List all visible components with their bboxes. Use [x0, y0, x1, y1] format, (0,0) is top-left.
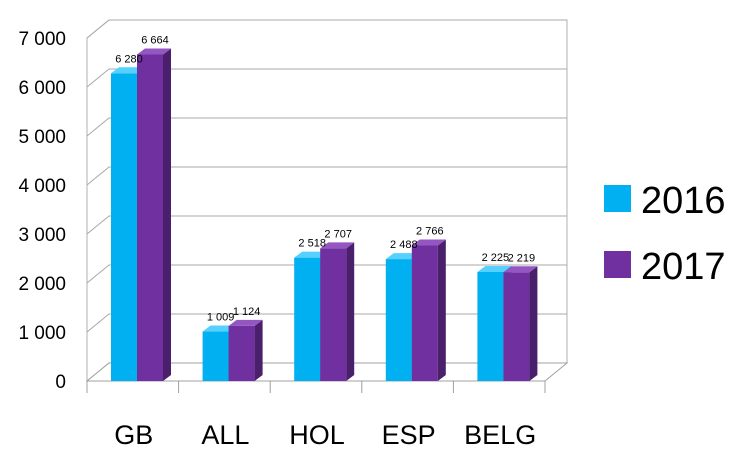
bar-top-2016-HOL — [294, 251, 329, 258]
bar-2016-GB — [111, 73, 137, 381]
bar-top-2017-ALL — [228, 319, 263, 326]
x-tick-label-ESP: ESP — [382, 420, 436, 450]
x-tick-label-BELG: BELG — [464, 420, 536, 450]
bar-top-2016-BELG — [477, 265, 512, 272]
gridline — [86, 166, 567, 186]
data-label-2016-ALL: 1 009 — [207, 312, 235, 324]
data-label-2016-ESP: 2 488 — [390, 239, 418, 251]
bar-2016-ALL — [202, 331, 229, 381]
bar-2016-HOL — [294, 257, 321, 381]
y-tick-label: 6 000 — [18, 78, 66, 99]
bar-top-2016-ESP — [385, 253, 420, 260]
data-label-2017-ALL: 1 124 — [233, 306, 261, 318]
bar-2017-GB — [137, 54, 163, 382]
y-axis: 0 1 000 2 000 3 000 4 000 5 000 6 000 7 000 — [18, 29, 66, 393]
bar-top-2016-ALL — [202, 325, 237, 332]
gridline — [86, 117, 567, 137]
x-axis: GB ALL HOL ESP BELG — [86, 381, 546, 450]
y-tick-label: 1 000 — [18, 323, 66, 344]
gridline — [86, 215, 567, 235]
bar-top-2017-HOL — [320, 242, 355, 249]
bars — [111, 48, 538, 382]
legend-swatch-2017 — [604, 251, 631, 278]
y-tick-label: 3 000 — [18, 225, 66, 246]
data-label-2016-BELG: 2 225 — [482, 252, 510, 264]
bar-2017-ALL — [228, 325, 255, 381]
data-label-2017-GB: 6 664 — [141, 34, 169, 46]
bar-2017-HOL — [320, 248, 347, 381]
bar-2017-ESP — [411, 245, 438, 381]
data-label-2017-ESP: 2 766 — [416, 225, 444, 237]
y-tick-label: 2 000 — [18, 274, 66, 295]
bar-top-2017-GB — [137, 48, 171, 55]
y-tick-label: 4 000 — [18, 176, 66, 197]
data-label-2016-GB: 6 280 — [115, 53, 143, 65]
bar-side-2017-ALL — [254, 319, 263, 381]
legend-label-2017: 2017 — [641, 246, 726, 288]
x-tick-label-HOL: HOL — [289, 420, 345, 450]
bar-side-2017-HOL — [346, 242, 355, 381]
legend-label-2016: 2016 — [641, 180, 726, 222]
bar-top-2017-BELG — [503, 266, 538, 273]
bar-side-2017-ESP — [437, 239, 446, 381]
bar-top-2016-GB — [111, 67, 145, 74]
bar-2016-ESP — [385, 259, 412, 381]
legend: 2016 2017 — [604, 180, 726, 288]
y-tick-label: 0 — [55, 372, 66, 393]
bar-top-2017-ESP — [411, 239, 446, 246]
y-tick-label: 5 000 — [18, 127, 66, 148]
y-tick-label: 7 000 — [18, 29, 66, 50]
legend-swatch-2016 — [604, 185, 631, 212]
bar-side-2017-GB — [163, 48, 171, 382]
bar-2017-BELG — [503, 272, 530, 381]
bar-2016-BELG — [477, 271, 504, 381]
data-label-2016-HOL: 2 518 — [298, 238, 326, 250]
data-label-2017-HOL: 2 707 — [324, 228, 352, 240]
gridline — [86, 19, 567, 39]
x-tick-label-ALL: ALL — [201, 420, 249, 450]
data-label-2017-BELG: 2 219 — [508, 252, 536, 264]
gridline — [86, 68, 567, 88]
bar-side-2017-BELG — [529, 266, 538, 381]
x-tick-label-GB: GB — [114, 420, 153, 450]
